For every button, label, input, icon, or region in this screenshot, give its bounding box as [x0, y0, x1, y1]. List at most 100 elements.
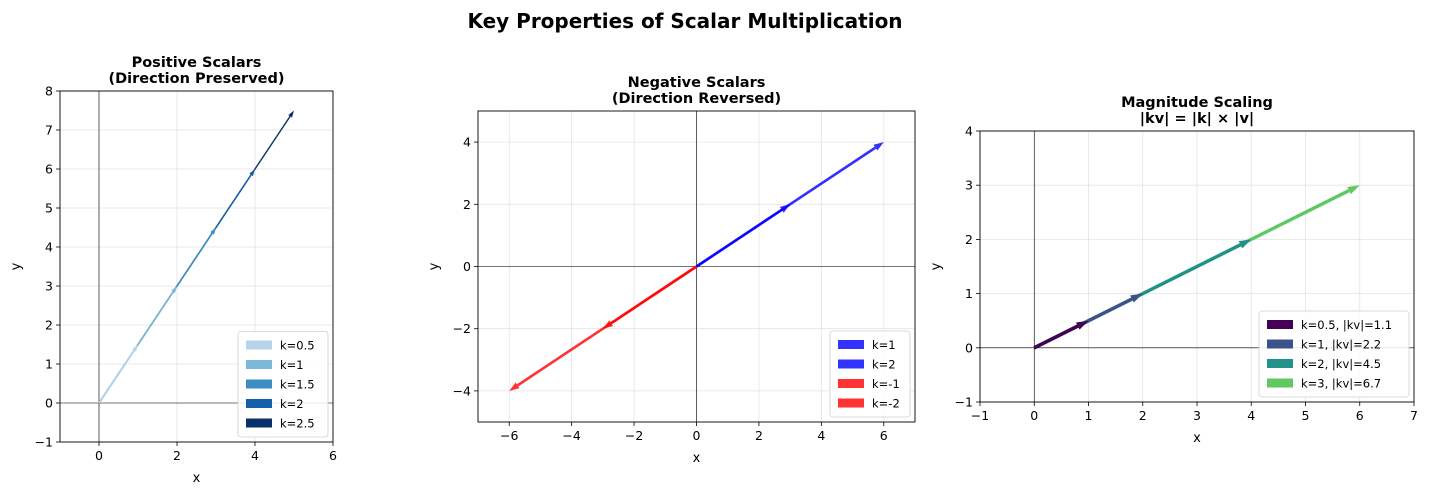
vector-head [210, 227, 216, 235]
vectors [1033, 185, 1360, 350]
y-tick-label: 3 [45, 279, 53, 294]
vector-head [249, 169, 255, 177]
legend-swatch [1267, 359, 1293, 368]
y-tick-label: 7 [45, 123, 53, 138]
y-tick-label: 4 [463, 135, 471, 150]
x-tick-label: 0 [95, 448, 103, 463]
legend-swatch [246, 399, 272, 408]
legend: k=1 k=2 k=-1 k=-2 [829, 330, 911, 418]
legend-swatch [246, 360, 272, 369]
legend-label: k=2 [872, 358, 896, 372]
vector-head [873, 142, 884, 151]
legend-item: k=-1 [838, 377, 900, 391]
figure-title: Key Properties of Scalar Multiplication [467, 9, 902, 33]
chart-panel-3: −1 0 1 2 3 4 5 6 7 −1 0 1 2 3 4 x y Magnitude Scaling|kv|… [929, 95, 1418, 446]
legend-label: k=1, |kv|=2.2 [1301, 338, 1381, 352]
x-tick-label: 6 [329, 448, 337, 463]
legend-item: k=3, |kv|=6.7 [1267, 377, 1381, 391]
legend: k=0.5 k=1 k=1.5 k=2 k=2.5 [237, 331, 329, 438]
legend-swatch [838, 340, 864, 349]
panel-title-line: (Direction Reversed) [612, 91, 781, 107]
legend-item: k=2.5 [246, 417, 315, 431]
y-tick-label: 8 [45, 84, 53, 99]
y-tick-label: −2 [453, 321, 471, 336]
chart-panel-2: −6 −4 −2 0 2 4 6 −4 −2 0 2 4 x y Negative Scalars(Dire… [427, 75, 916, 466]
legend-item: k=-2 [838, 397, 900, 411]
x-tick-label: 0 [693, 428, 701, 443]
x-tick-label: 3 [1193, 408, 1201, 423]
legend-swatch [246, 340, 272, 350]
vector-head [1075, 320, 1089, 330]
vector-shaft [98, 349, 135, 404]
vector-head [1347, 185, 1360, 195]
x-tick-label: 5 [1302, 408, 1310, 423]
legend-item: k=2, |kv|=4.5 [1267, 357, 1381, 371]
vector-head [1238, 239, 1252, 249]
legend-item: k=1 [838, 338, 896, 352]
legend-box [237, 331, 329, 438]
legend-label: k=-2 [872, 397, 900, 411]
legend-swatch [1267, 320, 1293, 329]
legend-box [1258, 310, 1410, 398]
x-axis-label: x [193, 471, 201, 486]
vector-arrow-k=-1 [602, 265, 698, 329]
y-axis-label: y [9, 262, 24, 270]
vectors [509, 142, 884, 391]
legend-swatch [838, 398, 864, 408]
panel-title-line: (Direction Preserved) [109, 71, 285, 87]
legend-label: k=-1 [872, 377, 900, 391]
legend-label: k=1 [872, 338, 896, 352]
legend-item: k=0.5, |kv|=1.1 [1267, 318, 1392, 332]
x-tick-label: −1 [971, 408, 989, 423]
y-tick-label: 6 [45, 162, 53, 177]
legend-item: k=2 [838, 358, 896, 372]
x-tick-label: 7 [1410, 408, 1418, 423]
legend-swatch [1267, 378, 1293, 388]
x-tick-label: 2 [755, 428, 763, 443]
y-tick-label: 2 [965, 232, 973, 247]
y-tick-label: 4 [965, 124, 973, 139]
x-tick-label: 2 [173, 448, 181, 463]
chart-panel-1: 0 2 4 6 −1 0 1 2 3 4 5 6 7 8 x y Positive Scalars(Direct… [9, 55, 337, 486]
vector-head [779, 204, 791, 213]
y-tick-label: −4 [453, 383, 471, 398]
legend-label: k=2 [280, 397, 304, 411]
legend-swatch [246, 418, 272, 428]
legend-label: k=2.5 [280, 417, 315, 431]
y-tick-label: 2 [463, 197, 471, 212]
vector-head [171, 286, 177, 294]
x-tick-label: −6 [500, 428, 518, 443]
legend-item: k=2 [246, 397, 304, 411]
legend-swatch [246, 379, 272, 389]
vector-head [288, 110, 294, 118]
x-tick-label: −4 [562, 428, 580, 443]
legend-box [829, 330, 911, 418]
x-tick-label: 2 [1139, 408, 1147, 423]
legend-label: k=0.5, |kv|=1.1 [1301, 318, 1392, 332]
vector-head [1130, 293, 1143, 303]
y-tick-label: 0 [965, 340, 973, 355]
x-axis-label: x [1193, 431, 1201, 446]
legend-item: k=0.5 [246, 339, 315, 353]
vector-head [509, 382, 520, 391]
x-tick-label: −2 [625, 428, 643, 443]
legend-swatch [838, 359, 864, 369]
y-tick-label: 1 [965, 286, 973, 301]
y-tick-label: 5 [45, 201, 53, 216]
y-axis-label: y [427, 262, 442, 270]
y-tick-label: 4 [45, 240, 53, 255]
vector-arrow-k=1 [695, 204, 791, 268]
legend-label: k=0.5 [280, 339, 315, 353]
y-axis-label: y [929, 262, 944, 270]
vector-head [602, 320, 614, 329]
vector-shaft [1033, 324, 1079, 350]
y-tick-label: 1 [45, 357, 53, 372]
x-tick-label: 6 [880, 428, 888, 443]
plot-frame [59, 90, 334, 443]
y-tick-label: −1 [955, 395, 973, 410]
x-tick-label: 4 [1247, 408, 1255, 423]
legend-swatch [838, 379, 864, 388]
vector-arrow-k=0.5 [98, 344, 138, 404]
y-tick-label: 0 [45, 396, 53, 411]
